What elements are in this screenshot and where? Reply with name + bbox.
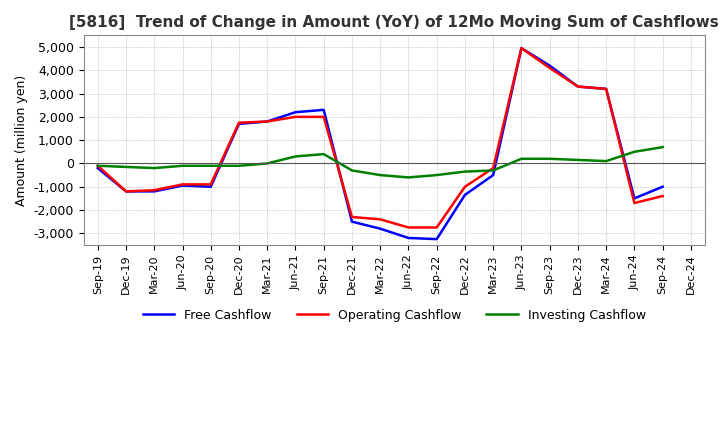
- Free Cashflow: [658, 184, 667, 189]
- Operating Cashflow: [376, 216, 384, 222]
- Operating Cashflow: [178, 182, 186, 187]
- Operating Cashflow: [150, 187, 158, 193]
- Investing Cashflow: [320, 151, 328, 157]
- Free Cashflow: [178, 183, 186, 188]
- Operating Cashflow: [545, 65, 554, 70]
- Investing Cashflow: [178, 163, 186, 169]
- Title: [5816]  Trend of Change in Amount (YoY) of 12Mo Moving Sum of Cashflows: [5816] Trend of Change in Amount (YoY) o…: [69, 15, 719, 30]
- Free Cashflow: [376, 226, 384, 231]
- Operating Cashflow: [461, 184, 469, 189]
- Free Cashflow: [94, 165, 102, 171]
- Investing Cashflow: [545, 156, 554, 161]
- Y-axis label: Amount (million yen): Amount (million yen): [15, 74, 28, 206]
- Operating Cashflow: [433, 225, 441, 230]
- Free Cashflow: [602, 86, 611, 92]
- Operating Cashflow: [263, 119, 271, 124]
- Free Cashflow: [404, 235, 413, 241]
- Operating Cashflow: [630, 200, 639, 205]
- Investing Cashflow: [150, 165, 158, 171]
- Investing Cashflow: [489, 168, 498, 173]
- Investing Cashflow: [291, 154, 300, 159]
- Investing Cashflow: [517, 156, 526, 161]
- Investing Cashflow: [94, 163, 102, 169]
- Investing Cashflow: [433, 172, 441, 178]
- Investing Cashflow: [658, 144, 667, 150]
- Investing Cashflow: [122, 164, 130, 169]
- Legend: Free Cashflow, Operating Cashflow, Investing Cashflow: Free Cashflow, Operating Cashflow, Inves…: [138, 304, 651, 327]
- Operating Cashflow: [404, 225, 413, 230]
- Investing Cashflow: [207, 163, 215, 169]
- Line: Free Cashflow: Free Cashflow: [98, 48, 662, 239]
- Free Cashflow: [207, 184, 215, 189]
- Free Cashflow: [630, 196, 639, 201]
- Investing Cashflow: [630, 149, 639, 154]
- Free Cashflow: [320, 107, 328, 113]
- Free Cashflow: [433, 236, 441, 242]
- Operating Cashflow: [122, 189, 130, 194]
- Operating Cashflow: [94, 163, 102, 169]
- Investing Cashflow: [263, 161, 271, 166]
- Line: Investing Cashflow: Investing Cashflow: [98, 147, 662, 177]
- Operating Cashflow: [574, 84, 582, 89]
- Operating Cashflow: [517, 45, 526, 51]
- Free Cashflow: [235, 121, 243, 126]
- Investing Cashflow: [404, 175, 413, 180]
- Line: Operating Cashflow: Operating Cashflow: [98, 48, 662, 227]
- Free Cashflow: [263, 119, 271, 124]
- Operating Cashflow: [602, 86, 611, 92]
- Free Cashflow: [122, 189, 130, 194]
- Investing Cashflow: [602, 158, 611, 164]
- Operating Cashflow: [658, 194, 667, 199]
- Operating Cashflow: [207, 182, 215, 187]
- Investing Cashflow: [574, 158, 582, 163]
- Operating Cashflow: [489, 165, 498, 171]
- Free Cashflow: [291, 110, 300, 115]
- Operating Cashflow: [320, 114, 328, 120]
- Investing Cashflow: [348, 168, 356, 173]
- Operating Cashflow: [348, 214, 356, 220]
- Free Cashflow: [461, 192, 469, 198]
- Operating Cashflow: [235, 120, 243, 125]
- Investing Cashflow: [461, 169, 469, 174]
- Free Cashflow: [517, 45, 526, 51]
- Investing Cashflow: [376, 172, 384, 178]
- Free Cashflow: [348, 219, 356, 224]
- Free Cashflow: [574, 84, 582, 89]
- Free Cashflow: [489, 172, 498, 178]
- Operating Cashflow: [291, 114, 300, 120]
- Free Cashflow: [150, 189, 158, 194]
- Free Cashflow: [545, 63, 554, 68]
- Investing Cashflow: [235, 163, 243, 169]
